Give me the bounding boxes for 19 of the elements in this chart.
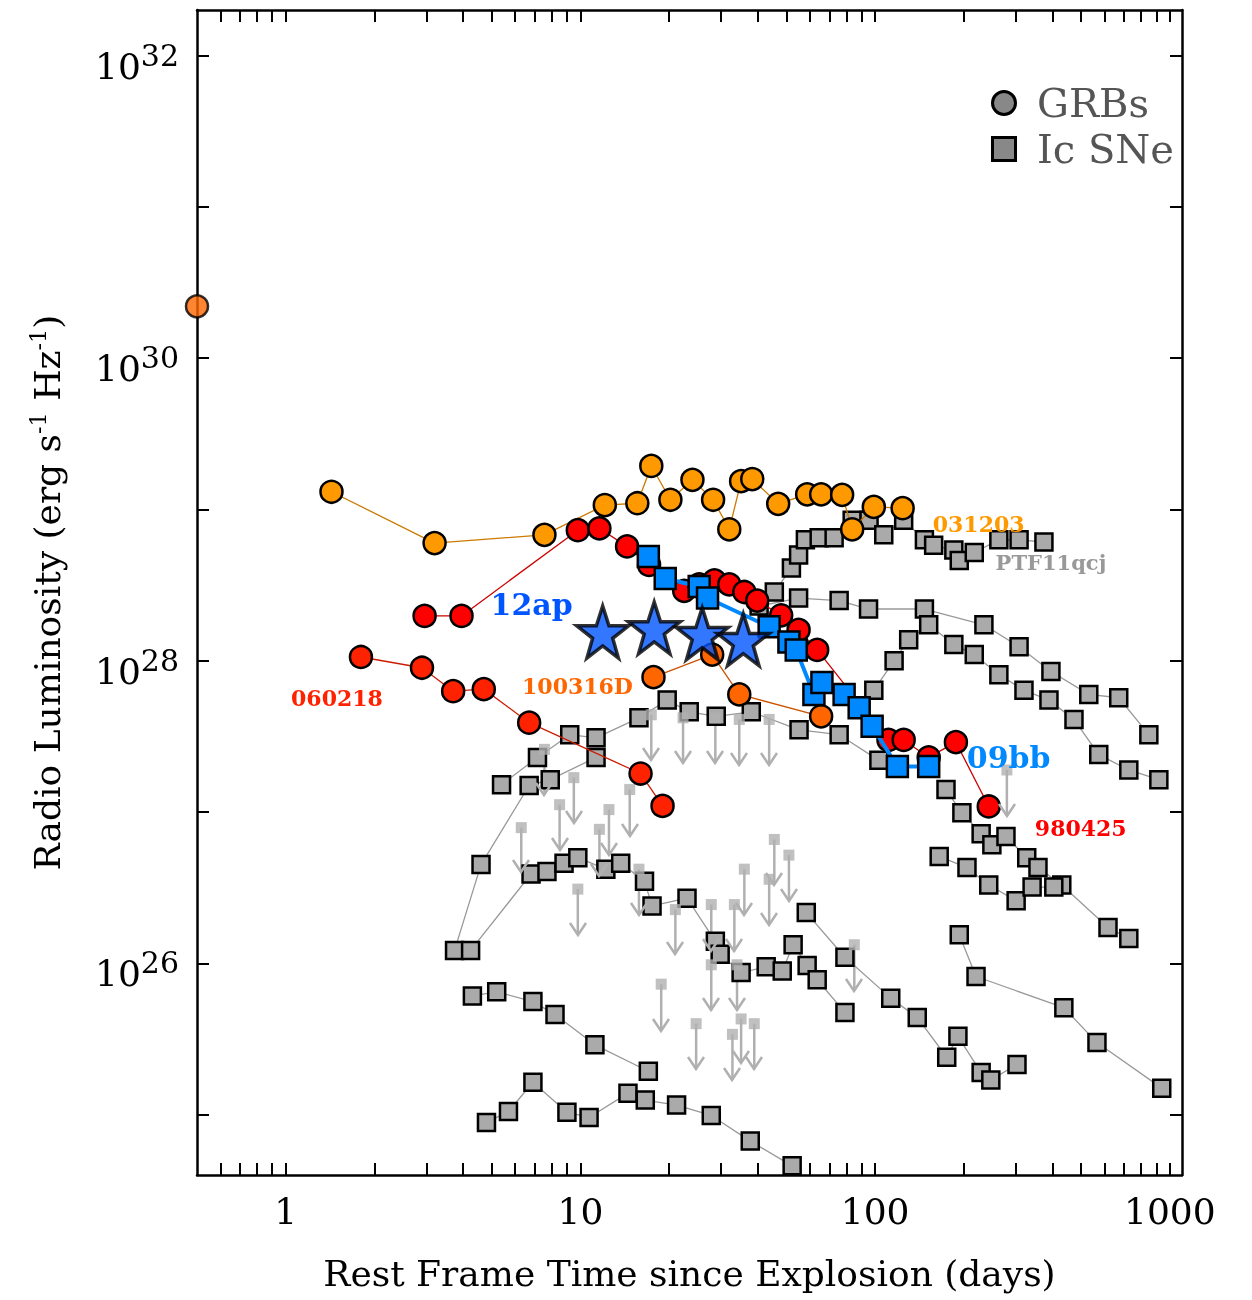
series-label: PTF11qcj (995, 550, 1107, 576)
x-tick-label: 1000 (1123, 1190, 1216, 1232)
y-axis-title: Radio Luminosity (erg s-1 Hz-1) (25, 314, 68, 871)
series-label: 980425 (1034, 815, 1127, 842)
x-tick-label: 100 (840, 1190, 910, 1232)
y-tick-label: 10$^{32}$ (95, 36, 179, 89)
x-tick-label: 10 (557, 1190, 604, 1232)
series-label: 060218 (291, 685, 383, 711)
series-label: 12ap (490, 586, 573, 622)
annotation: GRBs (1037, 80, 1149, 126)
y-tick-label: 10$^{28}$ (95, 641, 179, 694)
series-label: 100316D (522, 673, 633, 700)
series-label: 031203 (932, 511, 1025, 538)
x-axis-title: Rest Frame Time since Explosion (days) (323, 1252, 1056, 1294)
annotation: Ic SNe (1037, 126, 1174, 172)
x-tick-label: 1 (274, 1190, 298, 1232)
y-tick-label: 10$^{26}$ (95, 944, 179, 997)
y-tick-label: 10$^{30}$ (95, 339, 179, 392)
series-label: 09bb (966, 740, 1051, 776)
